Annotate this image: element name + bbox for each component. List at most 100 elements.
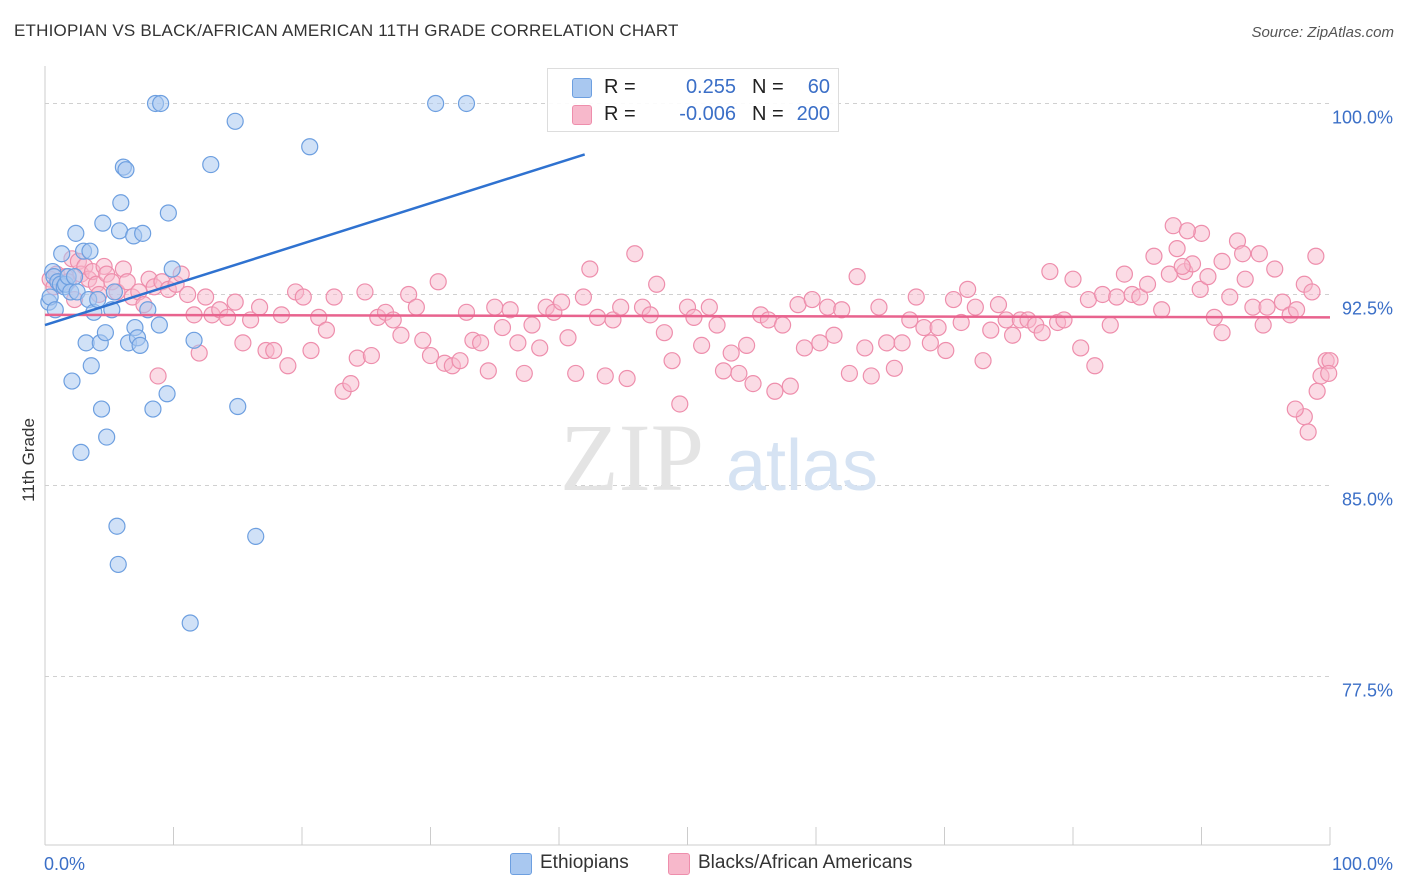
point-ethiopians xyxy=(112,194,130,212)
point-blacks xyxy=(451,352,469,370)
point-ethiopians xyxy=(131,336,149,354)
point-blacks xyxy=(885,359,903,377)
point-blacks xyxy=(1287,301,1306,319)
point-blacks xyxy=(523,316,541,334)
source-label: Source: ZipAtlas.com xyxy=(1251,24,1394,41)
point-blacks xyxy=(612,298,630,316)
legend-swatch-ethiopians xyxy=(572,78,592,98)
point-ethiopians xyxy=(158,385,176,403)
point-ethiopians xyxy=(301,138,319,156)
grid-lines xyxy=(45,102,1330,677)
point-blacks xyxy=(501,301,519,319)
point-blacks xyxy=(486,298,504,316)
point-blacks xyxy=(294,288,312,306)
point-blacks xyxy=(671,395,689,413)
point-blacks xyxy=(870,298,888,316)
point-blacks xyxy=(429,273,447,291)
chart-title: ETHIOPIAN VS BLACK/AFRICAN AMERICAN 11TH… xyxy=(14,21,679,40)
point-blacks xyxy=(1221,288,1239,306)
point-blacks xyxy=(848,268,866,286)
point-blacks xyxy=(414,331,432,349)
point-blacks xyxy=(1234,245,1252,263)
legend-n-label: N = xyxy=(752,103,784,125)
point-blacks xyxy=(626,245,644,263)
legend-swatch-blacks xyxy=(572,105,592,125)
bottom-legend-swatch-blacks xyxy=(668,853,690,875)
point-blacks xyxy=(1086,357,1104,375)
point-blacks xyxy=(1213,252,1231,270)
point-blacks xyxy=(1072,339,1090,357)
legend-r-label: R = xyxy=(604,103,636,125)
point-ethiopians xyxy=(96,324,114,342)
point-blacks xyxy=(515,364,533,383)
point-blacks xyxy=(574,288,593,306)
point-blacks xyxy=(856,339,874,357)
point-blacks xyxy=(197,288,215,306)
point-blacks xyxy=(567,364,585,383)
point-ethiopians xyxy=(92,400,111,418)
axes xyxy=(44,66,1331,846)
point-ethiopians xyxy=(105,283,123,301)
point-blacks xyxy=(766,382,784,400)
point-blacks xyxy=(1153,301,1171,319)
point-blacks xyxy=(648,275,666,293)
point-blacks xyxy=(279,357,297,375)
x-tick-label: 0.0% xyxy=(44,854,85,874)
trend-line-blacks xyxy=(44,313,1331,319)
point-blacks xyxy=(663,352,681,370)
point-blacks xyxy=(952,313,970,332)
point-blacks xyxy=(531,339,549,357)
point-blacks xyxy=(708,316,726,334)
point-blacks xyxy=(392,326,410,344)
point-blacks xyxy=(921,334,939,352)
x-tick-label: 100.0% xyxy=(1332,854,1393,874)
point-ethiopians xyxy=(226,112,244,130)
legend-n-label: N = xyxy=(752,76,784,98)
point-blacks xyxy=(862,367,880,385)
point-blacks xyxy=(1192,224,1211,242)
point-blacks xyxy=(596,367,614,385)
point-blacks xyxy=(989,296,1008,314)
legend-r-value: -0.006 xyxy=(679,103,736,125)
point-blacks xyxy=(1108,288,1126,306)
y-axis-label: 11th Grade xyxy=(19,418,38,502)
point-blacks xyxy=(618,369,636,388)
point-blacks xyxy=(1299,423,1317,441)
point-ethiopians xyxy=(150,316,168,334)
point-blacks xyxy=(400,285,418,304)
point-blacks xyxy=(655,324,673,342)
point-blacks xyxy=(901,311,919,329)
trend-lines xyxy=(44,153,1331,327)
point-blacks xyxy=(1258,298,1276,316)
point-blacks xyxy=(1131,288,1149,306)
point-blacks xyxy=(250,298,269,316)
point-ethiopians xyxy=(144,400,162,418)
point-blacks xyxy=(265,341,283,360)
point-ethiopians xyxy=(457,94,476,113)
point-blacks xyxy=(1101,316,1119,334)
bottom-legend-label: Ethiopians xyxy=(540,852,629,873)
point-blacks xyxy=(1307,247,1325,265)
point-blacks xyxy=(974,352,992,370)
point-blacks xyxy=(457,303,476,321)
point-blacks xyxy=(302,341,320,360)
point-blacks xyxy=(1093,285,1112,304)
point-blacks xyxy=(1168,240,1186,258)
point-blacks xyxy=(118,273,136,291)
point-blacks xyxy=(795,339,814,357)
point-blacks xyxy=(493,318,512,337)
point-ethiopians xyxy=(117,161,135,179)
point-blacks xyxy=(342,375,360,393)
point-blacks xyxy=(1004,326,1022,344)
point-blacks xyxy=(722,344,740,362)
point-blacks xyxy=(226,293,244,311)
point-blacks xyxy=(1145,247,1163,265)
point-blacks xyxy=(1115,265,1134,283)
point-blacks xyxy=(1286,400,1304,418)
point-blacks xyxy=(588,308,607,326)
point-blacks xyxy=(1250,245,1268,263)
point-blacks xyxy=(509,334,527,352)
bottom-legend-swatch-ethiopians xyxy=(510,853,532,875)
point-ethiopians xyxy=(63,372,81,390)
